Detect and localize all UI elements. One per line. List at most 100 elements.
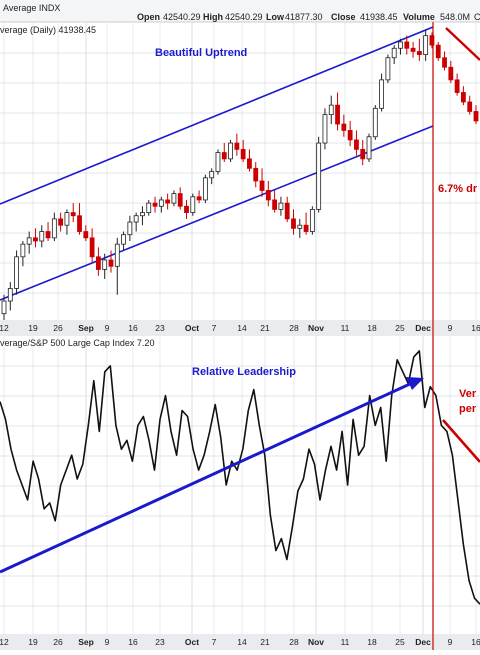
- x-tick-label: 11: [341, 637, 350, 647]
- leadership-arrow-head: [406, 377, 424, 390]
- low-value: 41877.30: [285, 12, 323, 22]
- candle-body: [96, 256, 101, 270]
- x-tick-label: 12: [0, 637, 9, 647]
- x-tick-label: Dec: [415, 637, 431, 647]
- price-x-axis-ticks: 12 19 26 Sep 9 16 23 Oct 7 14 21 28 Nov 11 18 25 Dec 9 16: [0, 323, 480, 333]
- candle-body: [341, 123, 347, 131]
- candle-body: [171, 193, 177, 204]
- x-tick-label: 21: [260, 637, 270, 647]
- candle-body: [309, 209, 315, 232]
- candle-body: [89, 237, 95, 258]
- x-tick-label: 9: [105, 637, 110, 647]
- x-tick-label: 9: [448, 637, 453, 647]
- x-tick-label: 18: [367, 323, 377, 333]
- x-tick-label: Nov: [308, 323, 324, 333]
- candle-body: [158, 199, 164, 207]
- x-tick-label: Dec: [415, 323, 431, 333]
- candle-body: [379, 79, 385, 109]
- x-tick-label: 28: [289, 637, 299, 647]
- candle-body: [7, 288, 13, 302]
- ratio-line: [0, 350, 480, 605]
- uptrend-annotation: Beautiful Uptrend: [155, 47, 247, 59]
- candle-body: [461, 92, 466, 103]
- open-value: 42540.29: [163, 12, 201, 22]
- candle-body: [423, 35, 429, 55]
- candle-body: [165, 199, 171, 204]
- candle-body: [284, 202, 290, 220]
- candle-body: [184, 205, 189, 213]
- volume-label: Volume: [403, 12, 435, 22]
- candle-body: [404, 41, 410, 49]
- candle-body: [240, 148, 246, 160]
- decline-line: [445, 27, 480, 61]
- x-tick-label: 25: [395, 637, 405, 647]
- candle-body: [114, 243, 120, 267]
- x-tick-label: 19: [28, 637, 38, 647]
- candle-body: [335, 104, 340, 125]
- ratio-legend: verage/S&P 500 Large Cap Index 7.20: [0, 338, 154, 348]
- candle-body: [303, 224, 309, 232]
- candle-body: [196, 196, 202, 201]
- channel-upper-line: [0, 26, 434, 205]
- x-tick-label: Nov: [308, 637, 324, 647]
- candle-body: [45, 231, 51, 239]
- x-tick-label: Sep: [78, 637, 94, 647]
- candle-body: [234, 142, 240, 150]
- ratio-line-series: [0, 350, 480, 605]
- header-bar: [0, 0, 480, 22]
- candle-body: [259, 180, 265, 191]
- candle-body: [221, 152, 227, 160]
- candle-body: [354, 139, 359, 150]
- x-tick-label: 11: [341, 323, 350, 333]
- high-value: 42540.29: [225, 12, 263, 22]
- candle-body: [228, 142, 233, 160]
- candle-body: [83, 231, 89, 239]
- x-tick-label: Sep: [78, 323, 94, 333]
- x-tick-label: 18: [367, 637, 377, 647]
- candle-body: [316, 142, 322, 210]
- x-tick-label: 28: [289, 323, 299, 333]
- high-label: High: [203, 12, 223, 22]
- candle-body: [328, 104, 334, 116]
- candle-body: [14, 256, 19, 289]
- candle-body: [102, 259, 108, 270]
- x-tick-label: 26: [53, 637, 63, 647]
- leadership-arrow: [0, 377, 424, 574]
- candlestick-series: [1, 29, 479, 324]
- candle-body: [202, 177, 208, 201]
- candle-body: [146, 202, 152, 213]
- price-panel-grid: [0, 23, 480, 320]
- header-trail: C: [474, 12, 480, 22]
- candle-body: [448, 66, 454, 81]
- candle-body: [64, 212, 70, 226]
- x-tick-label: Oct: [185, 637, 199, 647]
- decline-trendline: [445, 27, 480, 61]
- candle-body: [127, 221, 133, 236]
- x-tick-label: 16: [128, 637, 138, 647]
- candle-body: [454, 79, 460, 93]
- x-tick-label: 26: [53, 323, 63, 333]
- close-label: Close: [331, 12, 356, 22]
- candle-body: [265, 190, 271, 201]
- candle-body: [297, 224, 303, 229]
- candle-body: [467, 101, 473, 112]
- x-tick-label: 9: [105, 323, 110, 333]
- candle-body: [416, 51, 422, 55]
- x-tick-label: 14: [237, 323, 247, 333]
- candle-body: [410, 47, 416, 52]
- leadership-annotation: Relative Leadership: [192, 366, 296, 378]
- candle-body: [291, 218, 296, 229]
- candle-body: [33, 237, 38, 242]
- candle-body: [272, 199, 278, 210]
- x-tick-label: 23: [155, 323, 165, 333]
- candle-body: [398, 41, 403, 49]
- price-legend: verage (Daily) 41938.45: [0, 25, 96, 35]
- candle-body: [190, 196, 196, 213]
- candle-body: [215, 152, 221, 172]
- candle-body: [177, 193, 183, 207]
- x-tick-label: Oct: [185, 323, 199, 333]
- x-tick-label: 16: [471, 323, 480, 333]
- x-tick-label: 16: [128, 323, 138, 333]
